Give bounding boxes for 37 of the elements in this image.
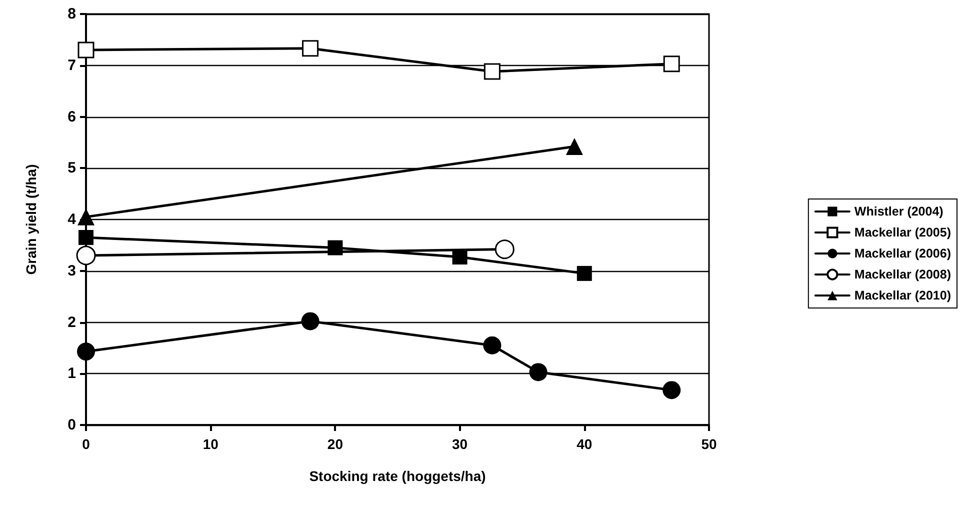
point <box>494 240 514 260</box>
point <box>302 40 319 57</box>
x-tick-label: 50 <box>701 436 717 452</box>
legend-label: Mackellar (2010) <box>854 288 952 302</box>
y-tick-label: 7 <box>68 56 76 74</box>
point <box>77 342 95 361</box>
point <box>301 312 320 330</box>
y-tick-label: 4 <box>68 211 77 228</box>
y-tick-label: 2 <box>68 314 76 331</box>
y-tick-label: 1 <box>68 365 76 382</box>
point <box>78 42 94 58</box>
point <box>576 266 592 281</box>
x-tick-label: 20 <box>327 436 344 452</box>
y-tick-label: 6 <box>68 108 76 126</box>
y-tick-label: 8 <box>68 6 76 22</box>
point <box>328 240 343 256</box>
y-tick-label: 5 <box>68 160 76 177</box>
point <box>663 56 680 72</box>
point <box>452 250 468 265</box>
point <box>662 381 681 400</box>
point <box>76 246 96 266</box>
x-tick-label: 30 <box>452 436 468 452</box>
y-tick-label: 0 <box>68 416 76 434</box>
x-tick-label: 40 <box>576 436 592 452</box>
legend-label: Mackellar (2008) <box>854 268 952 282</box>
legend-label: Whistler (2004) <box>854 204 944 218</box>
point <box>78 230 94 245</box>
legend-label: Mackellar (2006) <box>854 246 952 260</box>
legend-label: Mackellar (2005) <box>854 226 952 240</box>
y-axis-title: Grain yield (t/ha) <box>23 164 39 275</box>
point <box>483 336 502 354</box>
x-tick-label: 0 <box>82 436 90 452</box>
point <box>484 63 500 80</box>
y-tick-label: 3 <box>68 262 76 280</box>
x-axis-title: Stocking rate (hoggets/ha) <box>309 468 486 484</box>
x-tick-label: 10 <box>202 436 219 452</box>
point <box>529 363 548 382</box>
